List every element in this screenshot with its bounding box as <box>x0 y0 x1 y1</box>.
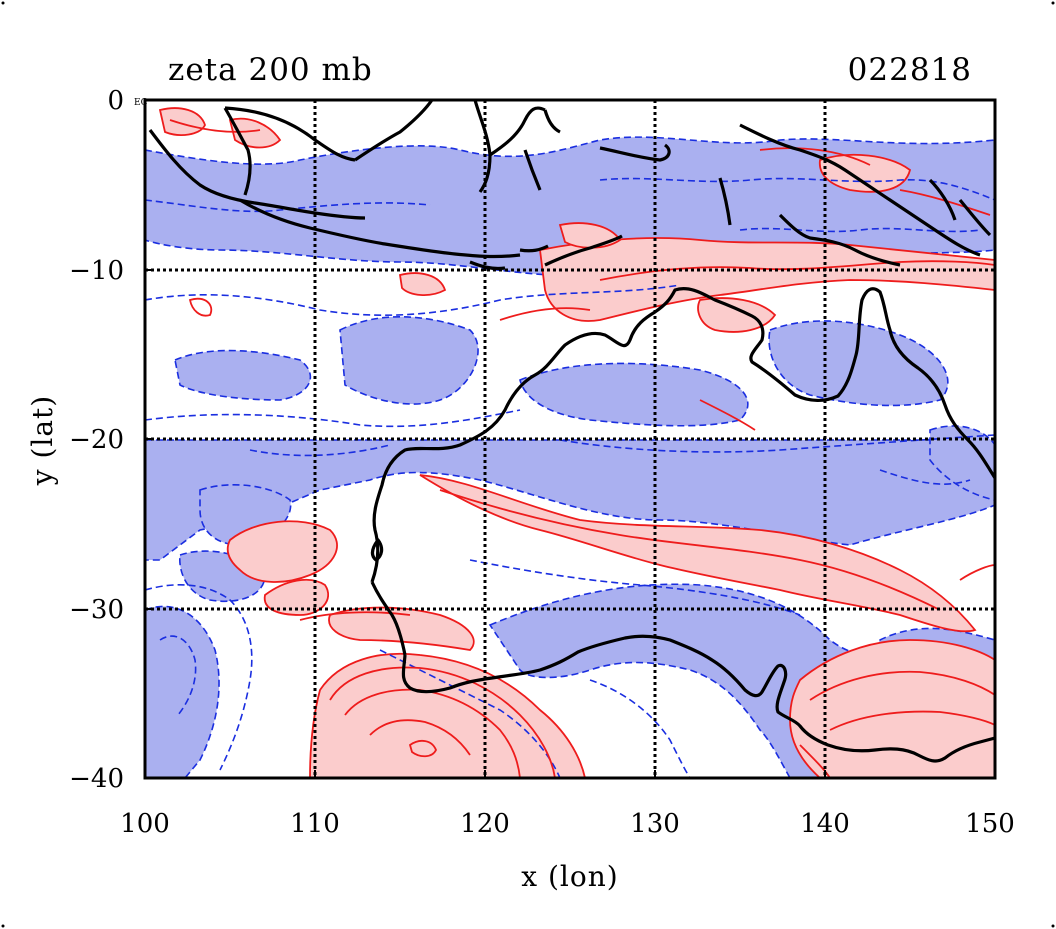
coastline-small-islands <box>469 244 549 271</box>
x-tick-label: 150 <box>965 809 1015 839</box>
pos-region-png <box>818 153 912 193</box>
pos-region-great-bight <box>309 652 586 778</box>
x-tick-labels: 100 110 120 130 140 150 <box>120 809 1015 839</box>
coastline-png-south <box>778 213 901 267</box>
neg-region-north-band <box>145 136 995 276</box>
y-axis-label: y (lat) <box>26 395 59 486</box>
coastline-shark-bay <box>370 538 384 562</box>
neg-region-central-north <box>519 362 749 427</box>
x-tick-label: 110 <box>290 809 340 839</box>
coastline-png <box>599 123 981 257</box>
pos-region-small-north <box>398 272 447 296</box>
x-axis-label: x (lon) <box>521 860 618 893</box>
corner-tag: EC <box>134 98 148 108</box>
neg-region-south-central <box>145 439 995 561</box>
pos-region-nw-patch <box>158 107 206 136</box>
coastline-sumatra-java <box>148 129 366 220</box>
neg-region-carpentaria <box>768 320 949 407</box>
coastline-sulawesi <box>473 100 561 193</box>
coastline-australia-south <box>401 634 995 763</box>
y-tick-label: −10 <box>69 256 124 286</box>
coastline-islands-east <box>928 178 992 237</box>
y-tick-label: −20 <box>69 425 124 455</box>
coastline-borneo <box>223 106 356 196</box>
coastline-borneo-east <box>354 100 434 162</box>
y-tick-label: −40 <box>69 764 124 794</box>
x-tick-label: 120 <box>460 809 510 839</box>
y-tick-label: −30 <box>69 595 124 625</box>
axis-ticks <box>145 269 826 778</box>
coastline-australia <box>370 287 995 583</box>
graticule <box>145 100 995 778</box>
x-tick-label: 130 <box>630 809 680 839</box>
pos-region-indian-swirl <box>226 520 338 583</box>
map-title: zeta 200 mb <box>168 52 373 88</box>
neg-region-nw-shelf <box>339 316 479 405</box>
coastlines <box>148 100 995 763</box>
pos-region-arafura <box>697 297 777 333</box>
map-date-label: 022818 <box>848 52 972 88</box>
pos-region-west-bend <box>263 578 330 616</box>
coastline-timor <box>544 234 623 267</box>
neg-region-sw <box>145 605 220 778</box>
pos-region-subtropical-jet <box>419 474 977 633</box>
positive-contours <box>169 119 995 778</box>
neg-region-west-mid <box>174 349 312 401</box>
x-tick-label: 100 <box>120 809 170 839</box>
x-tick-label: 140 <box>800 809 850 839</box>
coastline-java-south <box>239 198 521 259</box>
y-tick-labels: 0 −10 −20 −30 −40 <box>69 86 124 794</box>
coastline-west-detail <box>370 581 407 656</box>
y-tick-label: 0 <box>107 86 124 116</box>
